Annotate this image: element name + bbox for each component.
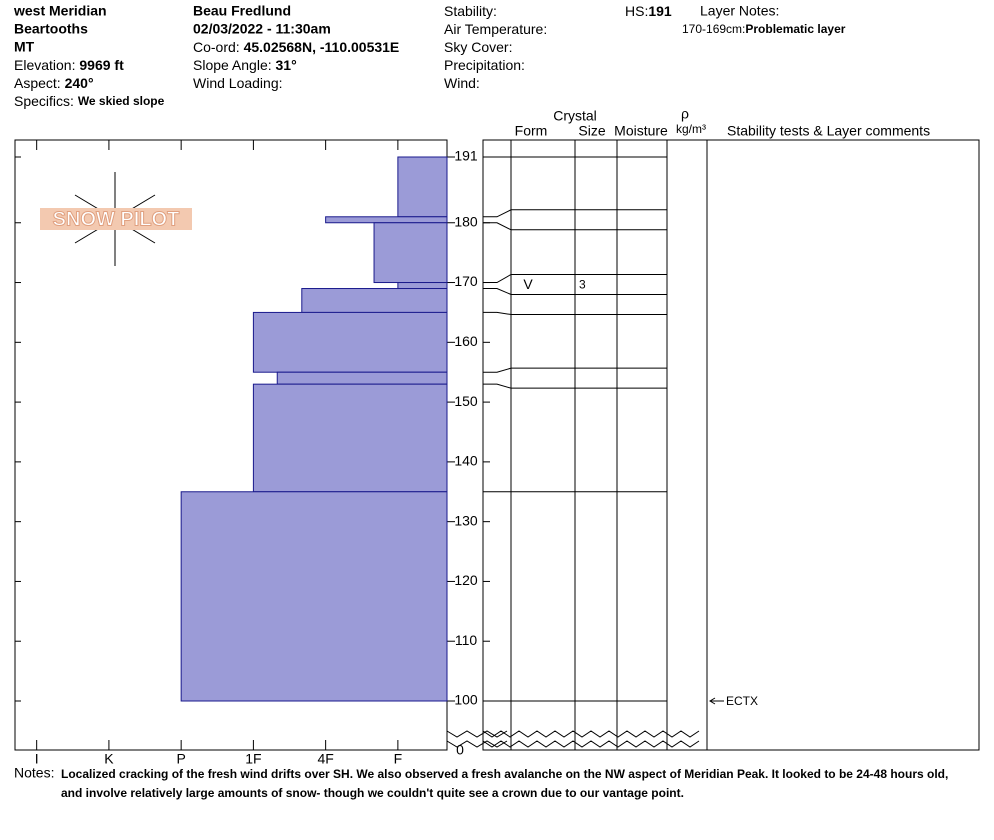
hardness-bar — [301, 288, 448, 313]
y-base-label: 0 — [456, 742, 464, 758]
column-header: Form — [515, 123, 548, 139]
x-tick-label: 1F — [245, 751, 261, 767]
y-tick-label: 191 — [454, 148, 478, 164]
site-field-label: Aspect: — [14, 75, 61, 91]
obs-field-value: 31° — [276, 57, 297, 73]
column-header: Crystal — [553, 108, 597, 124]
layer-notes-title: Layer Notes: — [700, 3, 779, 19]
location: Beartooths — [14, 21, 88, 37]
layer-boundary — [483, 383, 667, 389]
site-field: Specifics: We skied slope — [14, 93, 165, 109]
weather-field: Wind: — [444, 75, 480, 91]
weather-field-label: Wind: — [444, 75, 480, 91]
layer-boundary — [483, 273, 667, 284]
hardness-bar — [373, 222, 448, 284]
site-field-label: Elevation: — [14, 57, 75, 73]
obs-field: Wind Loading: — [193, 75, 283, 91]
y-tick-label: 140 — [454, 453, 478, 469]
site-field-value: We skied slope — [78, 94, 165, 108]
column-header: Size — [578, 123, 605, 139]
site-field-value: 240° — [65, 75, 94, 91]
obs-field: Slope Angle: 31° — [193, 57, 297, 73]
logo-text: SNOW PILOT — [53, 208, 180, 230]
layer-boundary — [483, 222, 667, 231]
site-field-value: 9969 ft — [79, 57, 124, 73]
weather-field-label: Air Temperature: — [444, 21, 547, 37]
location: MT — [14, 39, 35, 55]
weather-field: Stability: — [444, 3, 497, 19]
obs-field-value: 45.02568N, -110.00531E — [244, 39, 400, 55]
weather-field-label: Stability: — [444, 3, 497, 19]
location: west Meridian — [13, 3, 107, 19]
x-tick-label: I — [35, 751, 39, 767]
hardness-bar — [180, 491, 448, 702]
hardness-bar — [397, 156, 448, 218]
x-tick-label: F — [394, 751, 403, 767]
y-tick-label: 120 — [454, 572, 478, 588]
hs: HS:191 — [625, 3, 672, 19]
column-break — [482, 730, 700, 748]
layer-note-range: 170-169cm: — [682, 22, 745, 36]
y-tick-label: 160 — [454, 333, 478, 349]
layer-boundary — [483, 209, 667, 218]
site-field: Aspect: 240° — [14, 75, 94, 91]
hardness-bar — [252, 383, 448, 493]
y-tick-label: 170 — [454, 273, 478, 289]
weather-field: Precipitation: — [444, 57, 525, 73]
column-header: ρ — [681, 106, 689, 122]
weather-field: Sky Cover: — [444, 39, 512, 55]
axis-break — [446, 730, 508, 748]
layer-note-text: Problematic layer — [745, 22, 845, 36]
layer-frame — [482, 139, 980, 751]
notes-line: Localized cracking of the fresh wind dri… — [61, 767, 948, 781]
column-header: Stability tests & Layer comments — [727, 123, 930, 139]
hardness-bar — [276, 371, 448, 385]
y-tick-label: 110 — [455, 632, 478, 648]
obs-field-label: Wind Loading: — [193, 75, 283, 91]
test-arrow — [709, 697, 724, 705]
site-field: Elevation: 9969 ft — [14, 57, 124, 73]
datetime: 02/03/2022 - 11:30am — [193, 21, 331, 37]
obs-field-label: Co-ord: — [193, 39, 240, 55]
y-tick-label: 100 — [454, 692, 478, 708]
site-field-label: Specifics: — [14, 93, 74, 109]
hardness-bar — [252, 311, 448, 373]
hs-value: 191 — [648, 3, 672, 19]
hardness-bar — [325, 216, 448, 224]
grain-form: V — [523, 276, 533, 292]
observer: Beau Fredlund — [193, 3, 291, 19]
layer-boundary — [483, 367, 667, 373]
obs-field-label: Slope Angle: — [193, 57, 272, 73]
x-tick-label: 4F — [317, 751, 333, 767]
obs-field: Co-ord: 45.02568N, -110.00531E — [193, 39, 399, 55]
layer-note: 170-169cm:Problematic layer — [682, 22, 846, 36]
y-tick-label: 150 — [454, 393, 478, 409]
test-label: ECTX — [726, 694, 758, 708]
column-header: kg/m³ — [676, 122, 706, 136]
column-header: Moisture — [614, 123, 668, 139]
layer-boundary — [483, 288, 667, 295]
notes-line: and involve relatively large amounts of … — [61, 786, 684, 800]
weather-field: Air Temperature: — [444, 21, 547, 37]
logo — [40, 172, 192, 266]
weather-field-label: Precipitation: — [444, 57, 525, 73]
weather-field-label: Sky Cover: — [444, 39, 512, 55]
y-tick-label: 130 — [454, 512, 478, 528]
y-tick-label: 180 — [454, 213, 478, 229]
x-tick-label: P — [176, 751, 185, 767]
x-tick-label: K — [104, 751, 114, 767]
hardness-bar — [397, 282, 448, 290]
hs-label: HS: — [625, 3, 648, 19]
layer-boundary — [483, 311, 667, 315]
grain-size: 3 — [579, 278, 586, 292]
notes-label: Notes: — [14, 765, 54, 781]
